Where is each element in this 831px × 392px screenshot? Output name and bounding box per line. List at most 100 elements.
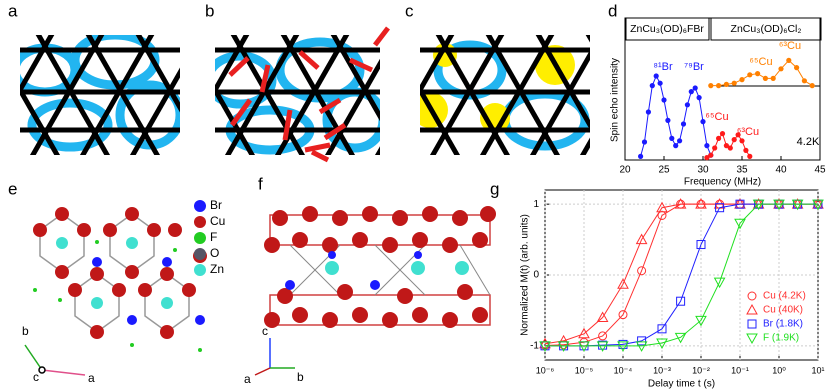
data-point [731, 80, 737, 86]
data-point [770, 75, 776, 81]
annotation: ⁸¹Br [653, 61, 673, 73]
data-point [801, 78, 808, 84]
annotation: ⁶³Cu [779, 40, 801, 52]
data-point [747, 319, 757, 329]
data-point [755, 71, 761, 77]
axis-label: c [33, 370, 39, 384]
legend-label: Br (1.8K) [763, 319, 803, 330]
x-tick-label: 10⁻⁵ [575, 365, 594, 375]
data-point [596, 341, 609, 352]
legend-label: Cu (40K) [763, 305, 803, 316]
data-point [715, 203, 725, 213]
data-point [809, 83, 815, 89]
data-point [739, 77, 745, 83]
x-tick-label: 10⁻¹ [731, 365, 749, 375]
x-axis-title: Delay time t (s) [648, 379, 715, 390]
data-point [649, 83, 655, 89]
data-point [695, 315, 707, 327]
data-point [677, 138, 683, 144]
data-point [752, 199, 765, 211]
data-point [773, 199, 785, 211]
data-point [653, 73, 659, 79]
data-point [656, 201, 668, 213]
compound-label: ZnCu₃(OD)₆FBr [630, 23, 704, 35]
data-point [723, 81, 730, 87]
data-point [812, 199, 824, 211]
y-tick-label: 0 [533, 270, 539, 281]
data-point [661, 97, 667, 103]
panel-label: d [608, 1, 617, 20]
data-point [598, 331, 608, 341]
axis-label: c [262, 324, 268, 338]
data-point [778, 66, 784, 72]
data-point [684, 102, 691, 108]
x-tick-label: 25 [658, 165, 670, 176]
data-point [637, 336, 647, 346]
data-point [712, 145, 718, 151]
data-point [673, 143, 679, 149]
panel-label: b [205, 1, 214, 20]
legend-label: Cu [210, 214, 225, 228]
data-point [700, 119, 706, 125]
y-axis-title: Normalized M(t) (arb. units) [520, 214, 531, 336]
data-point [676, 296, 686, 306]
legend-label: Br [210, 198, 222, 212]
data-point [674, 332, 687, 344]
x-tick-label: 10⁻⁴ [614, 365, 633, 375]
data-point [743, 147, 749, 153]
data-point [704, 143, 710, 149]
data-point [669, 135, 675, 141]
data-point [762, 75, 769, 81]
axis-label: b [297, 370, 304, 384]
data-point [557, 341, 570, 352]
panel-label: c [405, 1, 414, 20]
annotation: ⁶⁵Cu [705, 111, 728, 123]
compound-label: ZnCu₃(OD)₆Cl₂ [731, 23, 802, 35]
data-point [539, 341, 551, 352]
data-point [731, 137, 737, 143]
legend-label: F [210, 230, 217, 244]
data-point [735, 199, 745, 209]
data-point [696, 240, 706, 250]
data-point [596, 311, 609, 322]
data-point [704, 155, 710, 161]
data-point [618, 310, 628, 320]
annotation: ⁶³Cu [737, 126, 759, 138]
data-point [657, 324, 667, 334]
x-tick-label: 45 [814, 165, 826, 176]
x-tick-label: 20 [619, 165, 631, 176]
data-point [578, 327, 590, 339]
annotation: ⁶⁵Cu [749, 56, 772, 68]
structure-e [33, 207, 207, 352]
data-point [746, 303, 758, 315]
legend-label: Cu (4.2K) [763, 291, 806, 302]
annotation: ⁷⁹Br [684, 61, 704, 73]
x-axis-title: Frequency (MHz) [684, 177, 761, 188]
data-point [695, 198, 707, 209]
axis-label: a [88, 371, 95, 385]
data-point [747, 291, 757, 301]
data-point [708, 83, 714, 89]
x-tick-label: 30 [697, 165, 709, 176]
legend-label: Zn [210, 262, 224, 276]
x-tick-label: 35 [736, 165, 748, 176]
x-tick-label: 40 [775, 165, 787, 176]
data-point [674, 198, 687, 209]
panel-label: g [490, 179, 499, 198]
data-point [719, 131, 726, 137]
data-point [680, 121, 687, 127]
structure-f [264, 206, 496, 328]
data-point [723, 143, 730, 149]
legend-label: F (1.9K) [763, 333, 799, 344]
lattice-b [215, 20, 380, 160]
data-point [557, 334, 570, 346]
data-point [641, 139, 648, 145]
data-point [734, 218, 746, 230]
plot-frame [624, 17, 821, 161]
x-tick-label: 10¹ [811, 365, 824, 375]
data-point [578, 341, 590, 352]
panel-label: f [258, 174, 263, 193]
data-point [617, 278, 629, 289]
data-point [645, 109, 652, 115]
data-point [786, 57, 792, 64]
